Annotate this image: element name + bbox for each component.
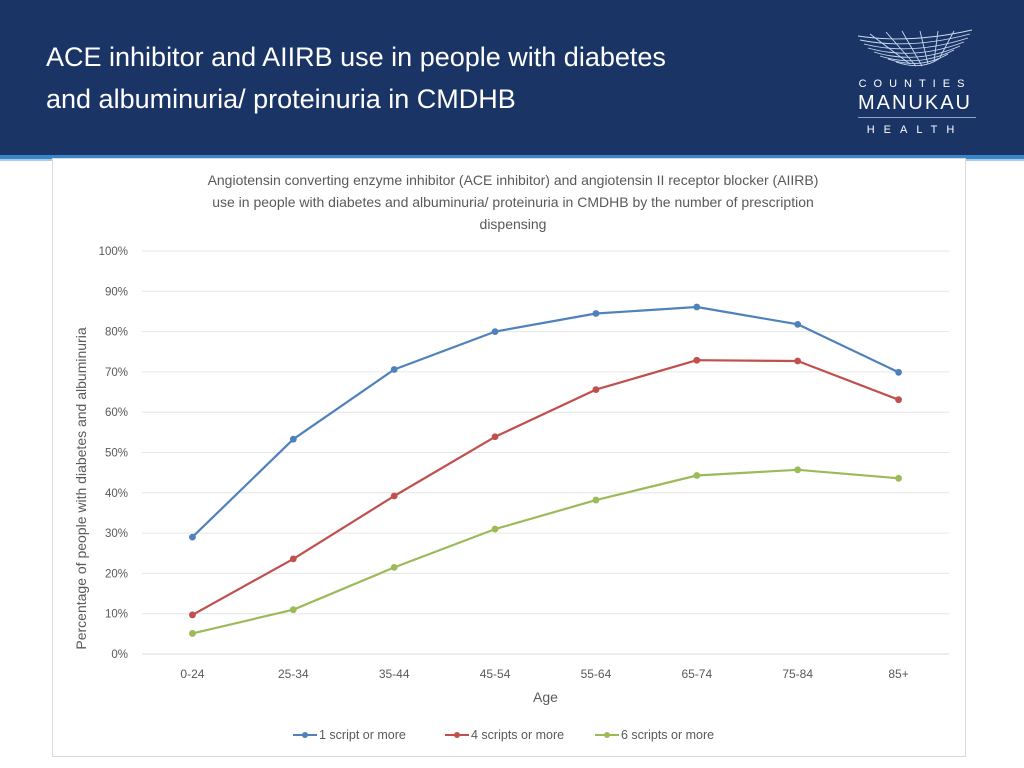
series-1-point: [693, 303, 701, 311]
series-1-point: [895, 368, 902, 376]
legend-label-series-1: 1 script or more: [319, 728, 406, 742]
series-2-point: [390, 492, 398, 500]
legend-swatch-series-2: [445, 729, 469, 741]
x-tick-label: 75-84: [782, 667, 813, 681]
y-tick-label: 20%: [105, 568, 128, 580]
chart-title-line3: dispensing: [479, 216, 547, 232]
counties-manukau-logo: COUNTIES MANUKAU HEALTH: [850, 28, 980, 143]
legend-item-series-1: 1 script or more: [293, 725, 406, 745]
x-tick-label: 35-44: [379, 667, 410, 681]
series-1-point: [592, 310, 600, 317]
series-1-point: [794, 320, 802, 328]
series-2-point: [693, 356, 701, 364]
series-3-point: [390, 563, 398, 571]
legend-swatch-series-3: [595, 729, 619, 741]
x-tick-label: 45-54: [480, 667, 511, 681]
y-tick-label: 30%: [105, 528, 128, 540]
x-tick-label: 0-24: [180, 667, 204, 681]
series-2-point: [189, 611, 196, 619]
series-3-point: [794, 466, 802, 474]
slide-title-line1: ACE inhibitor and AIIRB use in people wi…: [46, 42, 666, 72]
y-tick-label: 0%: [111, 649, 128, 661]
y-tick-label: 60%: [105, 407, 128, 419]
series-3-point: [189, 630, 196, 637]
series-2-point: [895, 396, 902, 404]
series-1-point: [390, 366, 398, 373]
x-tick-label: 85+: [888, 667, 908, 681]
series-3-point: [491, 525, 499, 533]
x-tick-label: 55-64: [581, 667, 612, 681]
x-tick-label: 25-34: [278, 667, 309, 681]
series-line-1: [191, 305, 900, 539]
header-accent-rule: [0, 155, 1024, 159]
series-1-point: [289, 435, 297, 443]
series-1-point: [491, 328, 499, 335]
legend-item-series-3: 6 scripts or more: [595, 725, 714, 745]
y-tick-label: 10%: [105, 609, 128, 621]
chart-title: Angiotensin converting enzyme inhibitor …: [153, 169, 873, 235]
series-line-3: [191, 468, 900, 635]
legend-item-series-2: 4 scripts or more: [445, 725, 564, 745]
series-3-point: [895, 474, 902, 482]
chart-legend: 1 script or more 4 scripts or more 6 scr…: [293, 725, 753, 745]
legend-label-series-3: 6 scripts or more: [621, 728, 715, 742]
slide-header: ACE inhibitor and AIIRB use in people wi…: [0, 0, 1024, 155]
slide-title: ACE inhibitor and AIIRB use in people wi…: [46, 36, 806, 120]
series-3-point: [693, 472, 701, 479]
y-tick-label: 100%: [99, 246, 128, 258]
series-3-point: [289, 606, 297, 614]
series-2-point: [794, 357, 802, 365]
chart-title-line1: Angiotensin converting enzyme inhibitor …: [207, 172, 819, 188]
y-tick-label: 40%: [105, 488, 128, 500]
y-axis-title: Percentage of people with diabetes and a…: [73, 327, 89, 649]
y-tick-label: 70%: [105, 367, 128, 379]
series-1-point: [189, 533, 196, 541]
series-2-point: [289, 555, 297, 563]
x-tick-label: 65-74: [681, 667, 712, 681]
y-tick-label: 80%: [105, 327, 128, 339]
legend-swatch-series-1: [293, 729, 317, 741]
series-line-2: [191, 359, 900, 616]
logo-wave-icon: [857, 29, 973, 67]
logo-divider: [858, 117, 976, 118]
legend-label-series-2: 4 scripts or more: [471, 728, 565, 742]
chart-container: Angiotensin converting enzyme inhibitor …: [52, 158, 966, 757]
logo-text-line1: COUNTIES: [858, 78, 972, 90]
logo-text-line2: MANUKAU: [857, 92, 972, 114]
x-axis-title: Age: [533, 689, 558, 705]
y-tick-label: 90%: [105, 286, 128, 298]
line-chart: 0% 10% 20% 30% 40% 50% 60% 70% 80% 90% 100% 0-24 25-…: [73, 246, 949, 705]
y-tick-label: 50%: [105, 448, 128, 460]
series-2-point: [491, 433, 499, 441]
logo-text-line3: HEALTH: [866, 124, 964, 136]
series-2-point: [592, 386, 600, 394]
chart-title-line2: use in people with diabetes and albuminu…: [212, 194, 814, 210]
series-3-point: [592, 496, 600, 504]
slide-title-line2: and albuminuria/ proteinuria in CMDHB: [46, 84, 516, 114]
